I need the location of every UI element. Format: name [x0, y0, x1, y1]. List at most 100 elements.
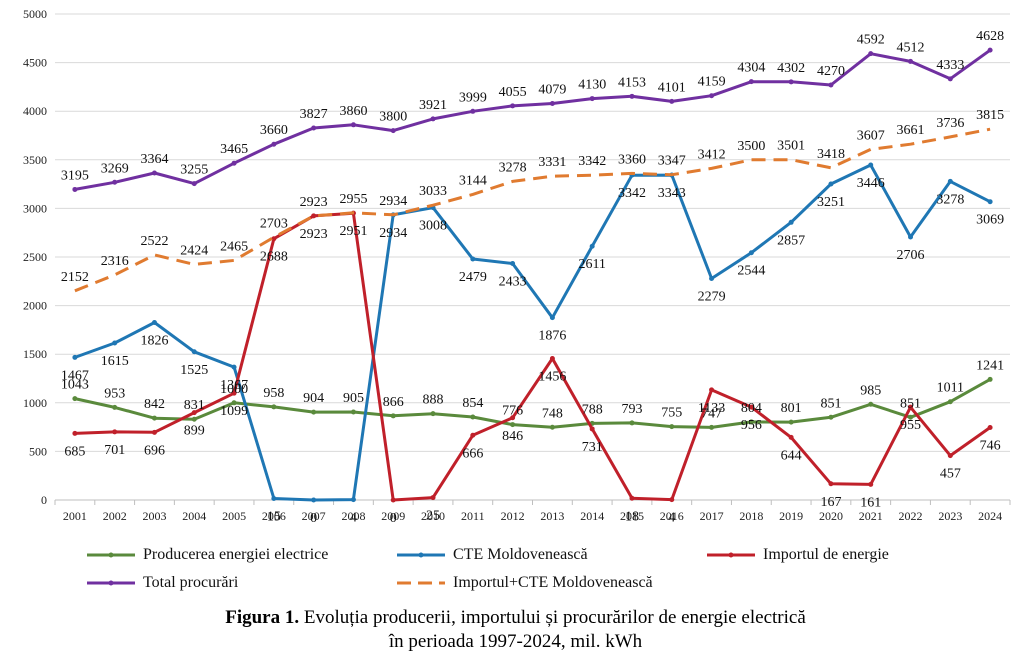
- data-point-cte: [589, 243, 595, 249]
- data-label-total: 4304: [737, 61, 765, 76]
- legend-item-import-cte: Importul+CTE Moldovenească: [395, 574, 653, 592]
- data-point-import: [470, 432, 476, 438]
- data-label-cte: 3343: [658, 186, 686, 201]
- data-label-cte: 2706: [897, 248, 925, 263]
- data-point-import: [788, 434, 794, 440]
- data-point-total: [112, 179, 118, 185]
- x-tick-label: 2004: [182, 509, 206, 523]
- legend: Producerea energiei electrice CTE Moldov…: [0, 540, 1031, 600]
- data-label-import: 18: [625, 509, 639, 524]
- y-tick-label: 3500: [23, 153, 47, 167]
- data-label-cte: 2544: [737, 264, 765, 279]
- data-point-import: [748, 404, 754, 410]
- data-point-producerea: [390, 413, 396, 419]
- data-point-import: [669, 497, 675, 503]
- data-label-producerea: 905: [343, 391, 364, 406]
- data-point-producerea: [470, 414, 476, 420]
- data-label-import: 846: [502, 429, 523, 444]
- data-label-import-cte: 3342: [578, 154, 606, 169]
- data-label-cte: 1876: [538, 329, 566, 344]
- data-point-cte: [908, 234, 914, 240]
- data-point-cte: [868, 162, 874, 168]
- legend-label-import: Importul de energie: [763, 546, 889, 563]
- data-point-producerea: [72, 396, 78, 402]
- data-label-total: 3999: [459, 90, 487, 105]
- data-label-import-cte: 2955: [339, 192, 367, 207]
- data-point-producerea: [430, 411, 436, 417]
- x-tick-label: 2014: [580, 509, 604, 523]
- data-label-producerea: 801: [781, 401, 802, 416]
- legend-item-import: Importul de energie: [705, 546, 889, 564]
- data-point-total: [709, 93, 715, 99]
- data-label-producerea: 953: [104, 386, 125, 401]
- caption-prefix: Figura 1.: [225, 607, 300, 628]
- data-point-total: [510, 103, 516, 109]
- data-label-import-cte: 2152: [61, 270, 89, 285]
- x-tick-label: 2003: [142, 509, 166, 523]
- data-point-cte: [788, 219, 794, 225]
- y-tick-label: 1500: [23, 347, 47, 361]
- data-label-import-cte: 2522: [140, 234, 168, 249]
- x-tick-label: 2008: [341, 509, 365, 523]
- data-label-total: 3465: [220, 142, 248, 157]
- data-label-import: 1099: [220, 404, 248, 419]
- y-tick-label: 4000: [23, 104, 47, 118]
- x-tick-label: 2011: [461, 509, 485, 523]
- legend-label-cte: CTE Moldovenească: [453, 546, 588, 563]
- data-label-cte: 3251: [817, 195, 845, 210]
- data-point-total: [908, 58, 914, 64]
- data-point-producerea: [350, 409, 356, 415]
- data-point-cte: [350, 497, 356, 503]
- data-label-import: 899: [184, 424, 205, 439]
- series-line-import-cte: [74, 127, 991, 293]
- data-label-import-cte: 2316: [101, 254, 129, 269]
- data-point-cte: [151, 320, 157, 326]
- data-label-cte: 1525: [180, 363, 208, 378]
- data-point-total: [669, 98, 675, 104]
- data-label-import: 2688: [260, 250, 288, 265]
- data-label-cte: 2479: [459, 270, 487, 285]
- legend-swatch-producerea-icon: [87, 552, 135, 558]
- data-point-total: [191, 181, 197, 187]
- y-axis-ticks: 0 500 1000 1500 2000 2500 3000 3500 4000 4500 5000: [23, 7, 47, 507]
- data-point-cte: [191, 349, 197, 355]
- data-label-producerea: 831: [184, 398, 205, 413]
- data-label-import-cte: 3607: [857, 128, 885, 143]
- y-tick-label: 2000: [23, 299, 47, 313]
- data-point-import: [430, 495, 436, 501]
- data-point-cte: [549, 315, 555, 321]
- data-label-cte: 3278: [936, 192, 964, 207]
- data-label-total: 4628: [976, 29, 1004, 44]
- data-label-producerea: 1043: [61, 378, 89, 393]
- data-point-producerea: [271, 404, 277, 410]
- x-tick-label: 2012: [501, 509, 525, 523]
- data-label-import: 161: [860, 495, 881, 510]
- data-point-producerea: [112, 404, 118, 410]
- data-point-total: [311, 125, 317, 131]
- data-label-cte: 15: [267, 510, 281, 525]
- data-label-total: 4302: [777, 61, 805, 76]
- data-point-total: [151, 170, 157, 176]
- x-tick-label: 2002: [103, 509, 127, 523]
- data-point-producerea: [669, 424, 675, 430]
- data-label-total: 3195: [61, 168, 89, 183]
- data-label-producerea: 804: [741, 401, 762, 416]
- data-label-producerea: 1000: [220, 382, 248, 397]
- data-label-producerea: 904: [303, 391, 324, 406]
- data-point-total: [72, 186, 78, 192]
- data-point-producerea: [868, 401, 874, 407]
- y-tick-label: 4500: [23, 56, 47, 70]
- data-label-import-cte: 3347: [658, 154, 686, 169]
- data-label-import-cte: 2923: [300, 195, 328, 210]
- x-tick-label: 2020: [819, 509, 843, 523]
- x-tick-label: 2001: [63, 509, 87, 523]
- data-point-cte: [709, 275, 715, 281]
- data-label-import: 644: [781, 448, 802, 463]
- series-line-total: [74, 48, 991, 191]
- data-point-cte: [470, 256, 476, 262]
- data-label-total: 4055: [499, 85, 527, 100]
- data-label-import-cte: 3033: [419, 184, 447, 199]
- legend-label-producerea: Producerea energiei electrice: [143, 546, 329, 563]
- data-point-producerea: [748, 419, 754, 425]
- data-point-import: [868, 481, 874, 487]
